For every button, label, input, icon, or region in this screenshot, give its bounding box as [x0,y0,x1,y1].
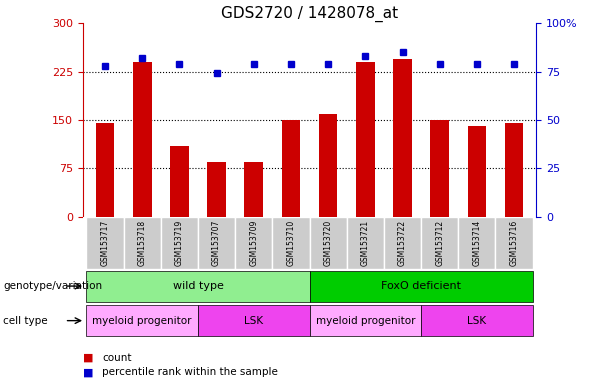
Text: GSM153716: GSM153716 [509,220,519,266]
FancyBboxPatch shape [124,217,161,269]
FancyBboxPatch shape [459,217,495,269]
Bar [96,123,115,217]
Text: GSM153710: GSM153710 [286,220,295,266]
Text: ■: ■ [83,367,93,377]
Text: FoxO deficient: FoxO deficient [381,281,461,291]
Text: GSM153712: GSM153712 [435,220,444,266]
Text: GSM153714: GSM153714 [473,220,481,266]
Bar [207,162,226,217]
FancyBboxPatch shape [86,305,198,336]
Bar [468,126,486,217]
FancyBboxPatch shape [235,217,272,269]
Text: ■: ■ [83,353,93,363]
FancyBboxPatch shape [86,270,310,302]
Text: count: count [102,353,132,363]
Text: wild type: wild type [173,281,224,291]
Text: percentile rank within the sample: percentile rank within the sample [102,367,278,377]
Text: GSM153721: GSM153721 [361,220,370,266]
FancyBboxPatch shape [384,217,421,269]
Bar [393,59,412,217]
Text: myeloid progenitor: myeloid progenitor [93,316,192,326]
Bar [430,120,449,217]
Bar [133,62,151,217]
Text: GSM153720: GSM153720 [324,220,333,266]
FancyBboxPatch shape [86,217,124,269]
Text: GSM153707: GSM153707 [212,220,221,266]
FancyBboxPatch shape [421,305,533,336]
Title: GDS2720 / 1428078_at: GDS2720 / 1428078_at [221,5,398,22]
Text: LSK: LSK [244,316,264,326]
Text: GSM153717: GSM153717 [101,220,110,266]
Text: LSK: LSK [467,316,487,326]
Text: GSM153718: GSM153718 [138,220,147,266]
Bar [356,62,375,217]
FancyBboxPatch shape [495,217,533,269]
FancyBboxPatch shape [161,217,198,269]
Text: myeloid progenitor: myeloid progenitor [316,316,415,326]
FancyBboxPatch shape [347,217,384,269]
FancyBboxPatch shape [310,270,533,302]
Text: genotype/variation: genotype/variation [3,281,102,291]
Bar [319,114,337,217]
Text: GSM153719: GSM153719 [175,220,184,266]
Text: GSM153722: GSM153722 [398,220,407,266]
Bar [282,120,300,217]
FancyBboxPatch shape [198,217,235,269]
Bar [504,123,524,217]
FancyBboxPatch shape [198,305,310,336]
FancyBboxPatch shape [310,217,347,269]
FancyBboxPatch shape [421,217,459,269]
Text: cell type: cell type [3,316,48,326]
FancyBboxPatch shape [310,305,421,336]
Bar [170,146,189,217]
FancyBboxPatch shape [272,217,310,269]
Text: GSM153709: GSM153709 [249,220,258,266]
Bar [245,162,263,217]
